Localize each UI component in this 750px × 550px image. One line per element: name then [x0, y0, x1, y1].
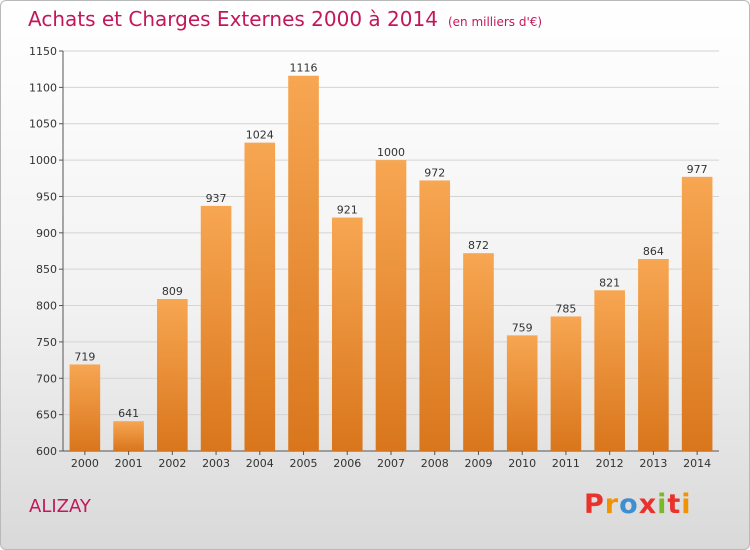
bar-2014	[681, 176, 713, 451]
y-tick-label: 1100	[29, 81, 57, 94]
bar-2005	[288, 75, 319, 452]
bar-2006	[331, 217, 363, 451]
value-label-2001: 641	[118, 407, 139, 420]
proxiti-logo: Proxiti	[584, 489, 692, 520]
bar-2001	[113, 421, 144, 451]
y-tick-label: 1000	[29, 154, 57, 167]
logo-letter: P	[584, 489, 605, 520]
bar-2004	[244, 142, 276, 452]
y-tick-label: 1150	[29, 45, 57, 58]
labels: 600 650 700 750 800 850 900 950 1000 1050 1100 1150…	[29, 45, 711, 470]
y-tick-label: 1050	[29, 118, 57, 131]
x-tick-label-2003: 2003	[202, 457, 230, 470]
bar-2009	[463, 253, 494, 451]
logo-letter: x	[638, 489, 658, 520]
logo-letter: o	[619, 489, 639, 520]
y-tick-label: 650	[36, 409, 57, 422]
value-label-2013: 864	[643, 245, 664, 258]
y-tick-label: 750	[36, 336, 57, 349]
x-tick-label-2010: 2010	[508, 457, 536, 470]
value-label-2004: 1024	[246, 129, 274, 142]
chart-title: Achats et Charges Externes 2000 à 2014	[28, 7, 438, 31]
value-label-2006: 921	[337, 204, 358, 217]
bar-2008	[419, 180, 451, 452]
chart-title-block: Achats et Charges Externes 2000 à 2014 (e…	[28, 7, 542, 31]
x-tick-label-2001: 2001	[115, 457, 143, 470]
y-tick-label: 700	[36, 372, 57, 385]
y-tick-label: 900	[36, 227, 57, 240]
bar-2012	[594, 290, 625, 451]
bar-2011	[550, 316, 582, 451]
chart-unit: (en milliers d'€)	[447, 15, 543, 29]
x-tick-label-2006: 2006	[333, 457, 361, 470]
x-tick-label-2012: 2012	[596, 457, 624, 470]
y-tick-label: 800	[36, 300, 57, 313]
logo-letter: i	[681, 489, 692, 520]
location-label: ALIZAY	[29, 496, 91, 517]
bar-2013	[638, 259, 669, 451]
value-label-2014: 977	[687, 163, 708, 176]
y-tick-label: 950	[36, 190, 57, 203]
x-tick-label-2011: 2011	[552, 457, 580, 470]
bar-2007	[375, 160, 407, 451]
bar-2010	[506, 335, 538, 451]
logo-letter: r	[604, 489, 620, 520]
logo-letter: i	[657, 489, 668, 520]
x-tick-label-2000: 2000	[71, 457, 99, 470]
x-tick-label-2002: 2002	[158, 457, 186, 470]
x-tick-label-2014: 2014	[683, 457, 711, 470]
value-label-2003: 937	[206, 192, 227, 205]
value-label-2010: 759	[512, 321, 533, 334]
value-label-2007: 1000	[377, 146, 405, 159]
value-label-2008: 972	[424, 166, 445, 179]
x-tick-label-2008: 2008	[421, 457, 449, 470]
bars	[69, 75, 713, 452]
y-tick-label: 600	[36, 445, 57, 458]
bar-2003	[200, 205, 232, 451]
x-tick-label-2009: 2009	[464, 457, 492, 470]
value-label-2000: 719	[74, 350, 95, 363]
bar-2000	[69, 364, 101, 451]
y-tick-label: 850	[36, 263, 57, 276]
value-label-2011: 785	[555, 302, 576, 315]
bar-2002	[157, 299, 188, 451]
value-label-2009: 872	[468, 239, 489, 252]
value-label-2002: 809	[162, 285, 183, 298]
x-tick-label-2013: 2013	[639, 457, 667, 470]
value-label-2005: 1116	[290, 62, 318, 75]
x-tick-label-2005: 2005	[290, 457, 318, 470]
x-tick-label-2004: 2004	[246, 457, 274, 470]
x-tick-label-2007: 2007	[377, 457, 405, 470]
logo-letter: t	[667, 489, 682, 520]
value-label-2012: 821	[599, 276, 620, 289]
